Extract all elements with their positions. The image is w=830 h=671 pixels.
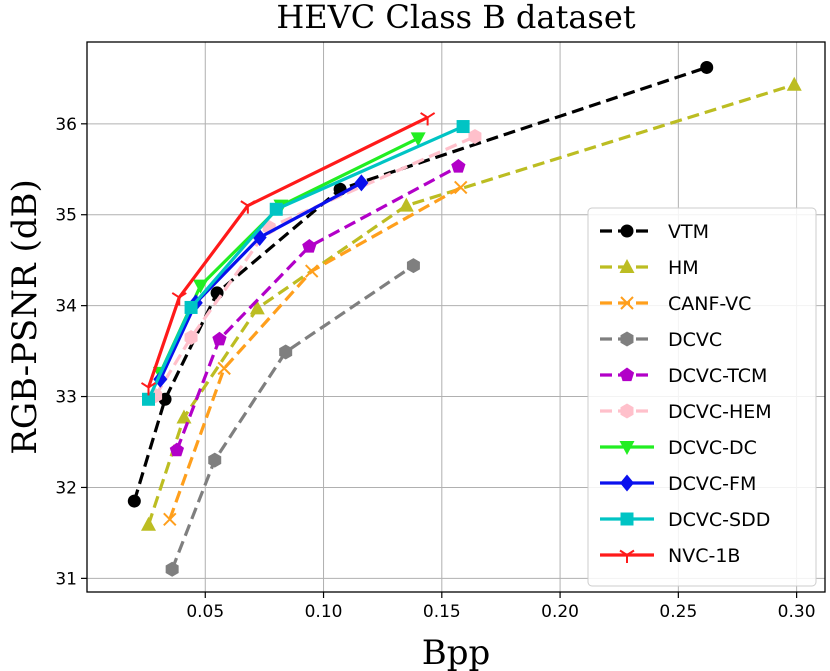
legend-label: DCVC-SDD — [668, 509, 770, 531]
legend-entry-dcvc: DCVC — [600, 329, 722, 351]
data-point-dcvc-sdd — [269, 202, 283, 216]
data-point-nvc-1b — [420, 112, 436, 126]
data-point-dcvc-tcm — [302, 239, 317, 253]
series-nvc-1b — [140, 112, 436, 396]
legend-label: HM — [668, 257, 699, 279]
data-point-hm — [141, 516, 156, 531]
y-tick-label: 33 — [55, 388, 77, 408]
legend-entry-canf-vc: CANF-VC — [600, 293, 751, 315]
data-point-hm — [249, 300, 265, 315]
legend-label: DCVC-DC — [668, 437, 757, 459]
legend-marker — [619, 441, 635, 455]
y-tick-label: 34 — [55, 297, 77, 317]
series-line-nvc-1b — [146, 116, 429, 388]
data-point-dcvc-sdd — [184, 300, 198, 314]
legend-label: DCVC-FM — [668, 473, 756, 495]
data-point-dcvc-tcm — [212, 331, 227, 346]
legend-entry-hm: HM — [600, 257, 699, 279]
legend-label: NVC-1B — [668, 545, 740, 567]
data-point-dcvc-dc — [410, 132, 426, 147]
data-point-canf-vc — [305, 264, 319, 278]
x-tick-label: 0.25 — [659, 602, 697, 622]
legend-entry-dcvc-hem: DCVC-HEM — [600, 401, 772, 423]
x-axis-label: Bpp — [422, 633, 491, 671]
legend-marker — [620, 512, 634, 526]
series-vtm — [127, 60, 714, 508]
x-tick-label: 0.20 — [541, 602, 579, 622]
x-tick-label: 0.30 — [778, 602, 816, 622]
y-tick-label: 35 — [55, 206, 77, 226]
data-point-canf-vc — [454, 180, 468, 195]
data-point-vtm — [700, 60, 714, 74]
data-point-canf-vc — [163, 512, 177, 526]
chart-title: HEVC Class B dataset — [276, 0, 635, 36]
plot-frame — [86, 41, 826, 593]
x-tick-label: 0.10 — [305, 602, 343, 622]
series-layer — [127, 60, 802, 577]
data-point-dcvc-hem — [184, 329, 198, 345]
data-point-nvc-1b — [171, 292, 187, 306]
data-point-dcvc-tcm — [451, 159, 466, 173]
series-line-dcvc — [170, 264, 415, 570]
legend-marker — [619, 549, 635, 563]
series-dcvc-tcm — [169, 159, 466, 457]
legend-marker — [620, 296, 634, 310]
legend-marker — [620, 331, 634, 347]
y-tick-label: 32 — [55, 478, 77, 498]
series-dcvc-sdd — [142, 120, 470, 406]
series-line-dcvc-sdd — [147, 125, 464, 400]
ticks: 0.05 0.10 0.15 0.20 0.25 0.30 31 32 33 34 35 36 — [55, 115, 815, 622]
data-point-hm — [176, 409, 192, 424]
x-tick-label: 0.05 — [186, 602, 224, 622]
data-point-vtm — [127, 494, 141, 508]
legend-marker — [620, 224, 634, 238]
data-point-dcvc-dc — [193, 279, 209, 294]
data-point-dcvc — [406, 258, 420, 274]
data-point-dcvc — [208, 452, 222, 468]
data-point-hm — [398, 197, 414, 212]
legend-marker — [620, 474, 634, 492]
legend-label: DCVC-HEM — [668, 401, 772, 423]
legend-entry-nvc-1b: NVC-1B — [600, 545, 740, 567]
data-point-dcvc-tcm — [169, 442, 185, 457]
legend-entry-vtm: VTM — [600, 221, 709, 243]
legend-marker — [620, 403, 634, 419]
data-point-vtm — [210, 286, 224, 300]
legend-marker — [619, 367, 635, 382]
x-tick-label: 0.15 — [423, 602, 461, 622]
legend-label: CANF-VC — [668, 293, 751, 315]
data-point-dcvc-fm — [252, 228, 267, 246]
legend-entry-dcvc-tcm: DCVC-TCM — [600, 365, 767, 387]
legend: VTM HM CANF-VC DCVC DCVC-TCM DCVC-HEM DCVC-DC D… — [587, 207, 817, 587]
legend-label: DCVC — [668, 329, 722, 351]
data-point-dcvc — [165, 561, 179, 577]
series-line-canf-vc — [168, 186, 462, 520]
legend-entry-dcvc-dc: DCVC-DC — [600, 437, 757, 459]
data-point-dcvc-sdd — [142, 392, 155, 406]
data-point-canf-vc — [217, 361, 231, 376]
legend-entry-dcvc-fm: DCVC-FM — [600, 473, 756, 495]
series-line-dcvc-fm — [158, 181, 363, 380]
legend-label: VTM — [668, 221, 709, 243]
legend-label: DCVC-TCM — [668, 365, 767, 387]
y-tick-label: 31 — [55, 569, 77, 589]
data-point-dcvc-fm — [354, 174, 369, 192]
data-point-dcvc — [279, 344, 293, 360]
legend-marker — [619, 259, 635, 273]
series-line-dcvc-hem — [154, 135, 476, 397]
series-canf-vc — [163, 180, 468, 526]
y-axis-label: RGB-PSNR (dB) — [5, 179, 45, 454]
legend-entry-dcvc-sdd: DCVC-SDD — [600, 509, 770, 531]
data-point-dcvc-sdd — [456, 120, 470, 134]
series-line-dcvc-tcm — [175, 165, 460, 451]
y-tick-label: 36 — [55, 115, 77, 135]
data-point-dcvc-hem — [468, 129, 482, 145]
data-point-nvc-1b — [240, 200, 256, 214]
data-point-nvc-1b — [140, 382, 157, 396]
data-point-hm — [786, 76, 802, 91]
series-dcvc — [165, 258, 420, 577]
